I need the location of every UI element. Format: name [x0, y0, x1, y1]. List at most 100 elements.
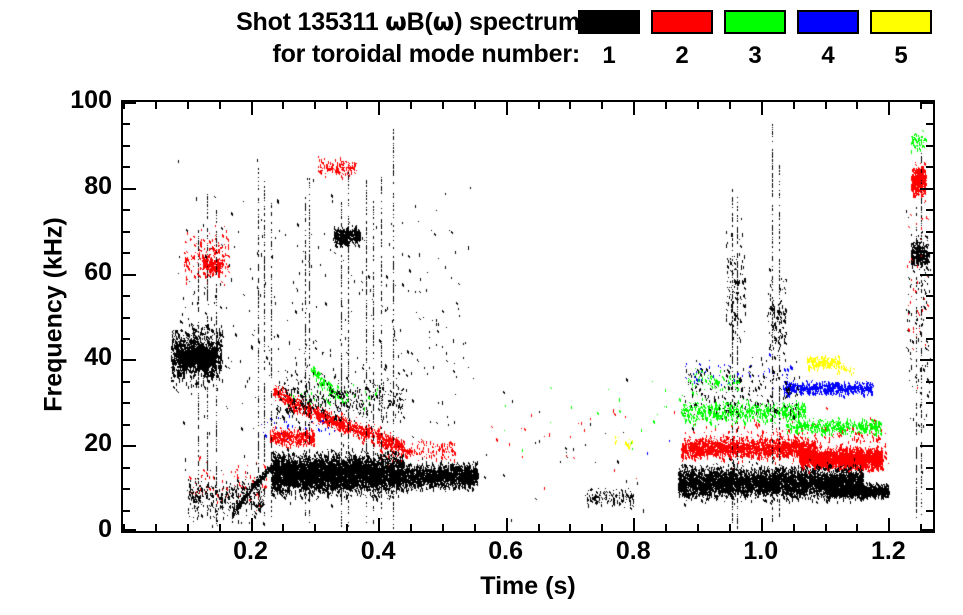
y-tick-right-80 [920, 187, 933, 190]
y-tick-right-50 [926, 316, 933, 319]
x-tick-top-0.40 [378, 102, 381, 115]
x-tick-0.25 [282, 524, 285, 531]
x-tick-top-0.15 [218, 102, 221, 109]
legend-swatch-n4 [797, 10, 859, 34]
legend-swatch-n5 [870, 10, 932, 34]
x-tick-0.00 [123, 524, 125, 531]
y-tick-75 [123, 209, 130, 212]
x-tick-label-1.0: 1.0 [743, 537, 779, 565]
y-tick-65 [123, 252, 130, 255]
omega-symbol-1: ω [385, 7, 407, 36]
legend-item-n1[interactable]: 1 [578, 10, 640, 70]
y-tick-35 [123, 380, 130, 383]
legend-label-n3: 3 [748, 42, 762, 69]
y-tick-right-95 [926, 123, 933, 126]
x-tick-top-0.05 [154, 102, 157, 109]
y-tick-5 [123, 509, 130, 512]
x-tick-top-1.10 [824, 102, 827, 109]
x-tick-top-0.60 [505, 102, 508, 115]
x-tick-1.20 [888, 518, 891, 531]
y-axis-title: Frequency (kHz) [39, 217, 68, 412]
x-tick-1.10 [824, 524, 827, 531]
x-axis-title: Time (s) [480, 572, 576, 600]
y-tick-20 [123, 445, 136, 448]
y-tick-right-75 [926, 209, 933, 212]
spectrogram-data-canvas [123, 102, 933, 531]
x-tick-top-0.70 [569, 102, 572, 109]
y-tick-45 [123, 337, 130, 340]
y-tick-right-70 [926, 230, 933, 233]
x-tick-top-1.05 [792, 102, 795, 109]
x-tick-0.05 [154, 524, 157, 531]
title-mid: B( [406, 8, 433, 36]
omega-symbol-2: ω [432, 7, 455, 36]
title-line-2: for toroidal mode number: [272, 40, 580, 68]
y-tick-60 [123, 273, 136, 276]
legend-item-n2[interactable]: 2 [651, 10, 713, 70]
x-tick-label-0.8: 0.8 [615, 537, 651, 565]
y-tick-95 [123, 123, 130, 126]
y-tick-15 [123, 466, 130, 469]
x-tick-0.15 [218, 524, 221, 531]
x-tick-0.85 [665, 524, 668, 531]
y-tick-100 [123, 102, 136, 104]
y-tick-right-45 [926, 337, 933, 340]
y-tick-right-40 [920, 359, 933, 362]
plot-area [121, 100, 935, 533]
x-tick-top-0.20 [250, 102, 253, 115]
x-tick-0.10 [186, 524, 189, 531]
x-tick-0.55 [473, 524, 476, 531]
legend-label-n2: 2 [675, 42, 689, 69]
x-tick-top-0.90 [697, 102, 700, 109]
y-tick-50 [123, 316, 130, 319]
y-tick-right-90 [926, 144, 933, 147]
y-tick-10 [123, 488, 130, 491]
y-tick-right-60 [920, 273, 933, 276]
y-tick-80 [123, 187, 136, 190]
y-tick-right-5 [926, 509, 933, 512]
y-tick-label-100: 100 [70, 86, 112, 114]
y-tick-0 [123, 529, 136, 531]
x-tick-label-0.6: 0.6 [488, 537, 524, 565]
y-tick-right-10 [926, 488, 933, 491]
x-tick-top-0.65 [537, 102, 540, 109]
x-tick-label-1.2: 1.2 [870, 537, 906, 565]
x-tick-0.70 [569, 524, 572, 531]
x-tick-top-0.10 [186, 102, 189, 109]
x-tick-1.00 [760, 518, 763, 531]
figure-title: Shot 135311 ωB(ω) spectrum for toroidal … [0, 6, 580, 70]
y-tick-right-85 [926, 166, 933, 169]
y-tick-label-40: 40 [84, 343, 112, 372]
title-suffix: ) spectrum [454, 8, 580, 36]
y-tick-label-0: 0 [98, 515, 112, 543]
legend: 1 2 3 4 5 [578, 10, 963, 90]
y-tick-70 [123, 230, 130, 233]
legend-swatch-n2 [651, 10, 713, 34]
x-tick-0.50 [441, 524, 444, 531]
x-tick-top-0.30 [314, 102, 317, 109]
x-tick-top-0.80 [633, 102, 636, 115]
x-tick-0.95 [728, 524, 731, 531]
y-tick-right-30 [926, 402, 933, 405]
y-tick-right-25 [926, 423, 933, 426]
x-tick-top-0.85 [665, 102, 668, 109]
x-tick-1.15 [856, 524, 859, 531]
y-tick-right-15 [926, 466, 933, 469]
legend-item-n3[interactable]: 3 [724, 10, 786, 70]
y-tick-90 [123, 144, 130, 147]
legend-item-n5[interactable]: 5 [870, 10, 932, 70]
x-tick-0.75 [601, 524, 604, 531]
title-prefix: Shot 135311 [236, 8, 386, 36]
x-tick-top-0.75 [601, 102, 604, 109]
y-tick-right-20 [920, 445, 933, 448]
x-tick-top-0.45 [410, 102, 412, 109]
x-tick-0.40 [378, 518, 381, 531]
title-line-1: Shot 135311 ωB(ω) spectrum [0, 6, 580, 38]
x-tick-0.65 [537, 524, 540, 531]
legend-label-n1: 1 [602, 42, 616, 69]
y-tick-55 [123, 295, 130, 298]
x-tick-top-1.20 [888, 102, 891, 115]
legend-item-n4[interactable]: 4 [797, 10, 859, 70]
x-tick-0.90 [697, 524, 700, 531]
